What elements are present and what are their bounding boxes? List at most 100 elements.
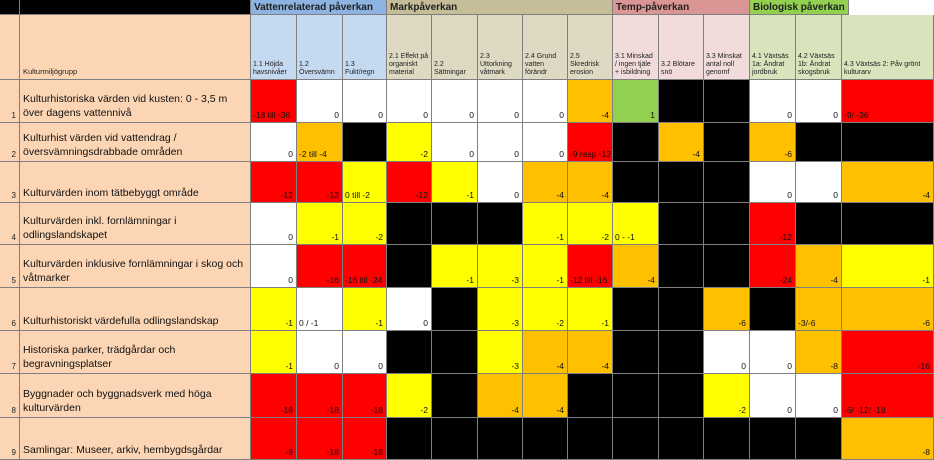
impact-cell	[613, 331, 659, 374]
impact-value: -9/ -36	[844, 110, 869, 120]
impact-value: -8	[830, 361, 838, 371]
subcolumn-header: 2.3 Uttorkning våtmark	[478, 15, 523, 80]
row-label: Samlingar: Museer, arkiv, hembygdsgårdar	[20, 418, 251, 460]
impact-value: -1	[466, 275, 474, 285]
impact-cell: 0	[387, 80, 432, 123]
impact-cell: 0	[432, 80, 478, 123]
impact-value: 0	[787, 190, 792, 200]
subcolumn-label: 2.2 Sättningar	[434, 61, 466, 76]
subcolumn-label: 4.2 Växtsäs 1b: Ändrat skogsbruk	[798, 53, 835, 76]
group-header-label: Markpåverkan	[390, 2, 458, 13]
impact-cell: -4	[659, 123, 704, 162]
impact-cell	[568, 418, 613, 460]
row-label-text: Samlingar: Museer, arkiv, hembygdsgårdar	[23, 444, 223, 456]
group-header-label: Biologisk påverkan	[753, 2, 845, 13]
impact-value: -18	[280, 405, 293, 415]
impact-cell: 0	[750, 162, 796, 203]
impact-value: 0	[423, 318, 428, 328]
group-header-label: Vattenrelaterad påverkan	[254, 2, 373, 13]
row-label-text: Kulturhist värden vid vattendrag / övers…	[23, 132, 183, 158]
impact-value: -1	[331, 232, 339, 242]
subcolumn-label: 2.1 Effekt på organiskt material	[389, 53, 429, 76]
impact-cell: -18	[297, 374, 343, 418]
row-number: 1	[0, 80, 20, 123]
impact-cell: 0	[343, 331, 387, 374]
impact-value: -4	[556, 405, 564, 415]
impact-cell: 0	[432, 123, 478, 162]
impact-cell	[659, 245, 704, 288]
impact-cell: -4	[842, 162, 934, 203]
group-header: Vattenrelaterad påverkan	[251, 0, 387, 15]
impact-value: -1	[466, 190, 474, 200]
impact-cell	[842, 203, 934, 245]
impact-value: -3	[511, 318, 519, 328]
impact-cell	[659, 203, 704, 245]
impact-value: -4	[556, 190, 564, 200]
impact-cell	[613, 374, 659, 418]
impact-cell: 0	[796, 162, 842, 203]
impact-cell: -18	[343, 418, 387, 460]
impact-cell: 0	[387, 288, 432, 331]
impact-value: 0	[787, 361, 792, 371]
impact-cell: -18	[343, 374, 387, 418]
impact-cell: -4	[478, 374, 523, 418]
impact-cell	[704, 162, 750, 203]
row-number-text: 7	[11, 362, 16, 371]
impact-cell: 0 till -2	[343, 162, 387, 203]
row-number: 8	[0, 374, 20, 418]
impact-value: -24	[779, 275, 792, 285]
impact-cell	[387, 203, 432, 245]
impact-value: -18	[326, 447, 339, 457]
impact-cell	[432, 331, 478, 374]
impact-cell: -1	[523, 203, 568, 245]
impact-cell: -12	[387, 162, 432, 203]
impact-cell	[796, 418, 842, 460]
subcolumn-header: 3.3 Minskat antal noll genomf	[704, 15, 750, 80]
impact-cell	[704, 80, 750, 123]
impact-value: -4	[601, 110, 609, 120]
subcolumn-header: 4.1 Växtsäs 1a: Ändrat jordbruk	[750, 15, 796, 80]
subcolumn-label: 1.3 Fukt/regn	[345, 61, 375, 76]
row-label: Byggnader och byggnadsverk med höga kult…	[20, 374, 251, 418]
impact-value: 0	[334, 361, 339, 371]
row-label-text: Byggnader och byggnadsverk med höga kult…	[23, 388, 212, 414]
impact-cell: -2	[343, 203, 387, 245]
impact-value: -1	[285, 318, 293, 328]
impact-value: 0	[787, 110, 792, 120]
impact-cell: -2	[704, 374, 750, 418]
row-number: 2	[0, 123, 20, 162]
row-label: Kulturhist värden vid vattendrag / övers…	[20, 123, 251, 162]
row-label: Kulturvärden inklusive fornlämningar i s…	[20, 245, 251, 288]
impact-value: -2 till -4	[299, 149, 327, 159]
impact-value: -1	[285, 361, 293, 371]
subcolumn-header: 4.2 Växtsäs 1b: Ändrat skogsbruk	[796, 15, 842, 80]
impact-value: -4	[692, 149, 700, 159]
impact-value: 0	[559, 149, 564, 159]
group-header: Biologisk påverkan	[750, 0, 849, 15]
column-header-kulturmiljogrupp: Kulturmiljögrupp	[20, 15, 251, 80]
impact-value: 0	[423, 110, 428, 120]
impact-value: -4	[922, 190, 930, 200]
impact-cell: -8	[796, 331, 842, 374]
impact-cell	[704, 245, 750, 288]
impact-value: 0 till -2	[345, 190, 371, 200]
impact-cell	[750, 418, 796, 460]
impact-cell: -3	[478, 245, 523, 288]
impact-cell: -18 till -36	[251, 80, 297, 123]
impact-cell: -1	[343, 288, 387, 331]
row-number-text: 5	[11, 276, 16, 285]
impact-cell: -1	[523, 245, 568, 288]
impact-cell: -4	[523, 331, 568, 374]
subcolumn-header: 4.3 Växtsäs 2: Påv grönt kulturarv	[842, 15, 934, 80]
row-number-text: 4	[11, 233, 16, 242]
impact-cell: 0	[750, 374, 796, 418]
impact-cell	[432, 203, 478, 245]
impact-cell: 0	[251, 123, 297, 162]
impact-value: -16	[917, 361, 930, 371]
row-number-text: 6	[11, 319, 16, 328]
impact-value: -4	[511, 405, 519, 415]
impact-cell	[704, 418, 750, 460]
impact-cell: -9/ -36	[842, 80, 934, 123]
impact-value: -4	[601, 190, 609, 200]
